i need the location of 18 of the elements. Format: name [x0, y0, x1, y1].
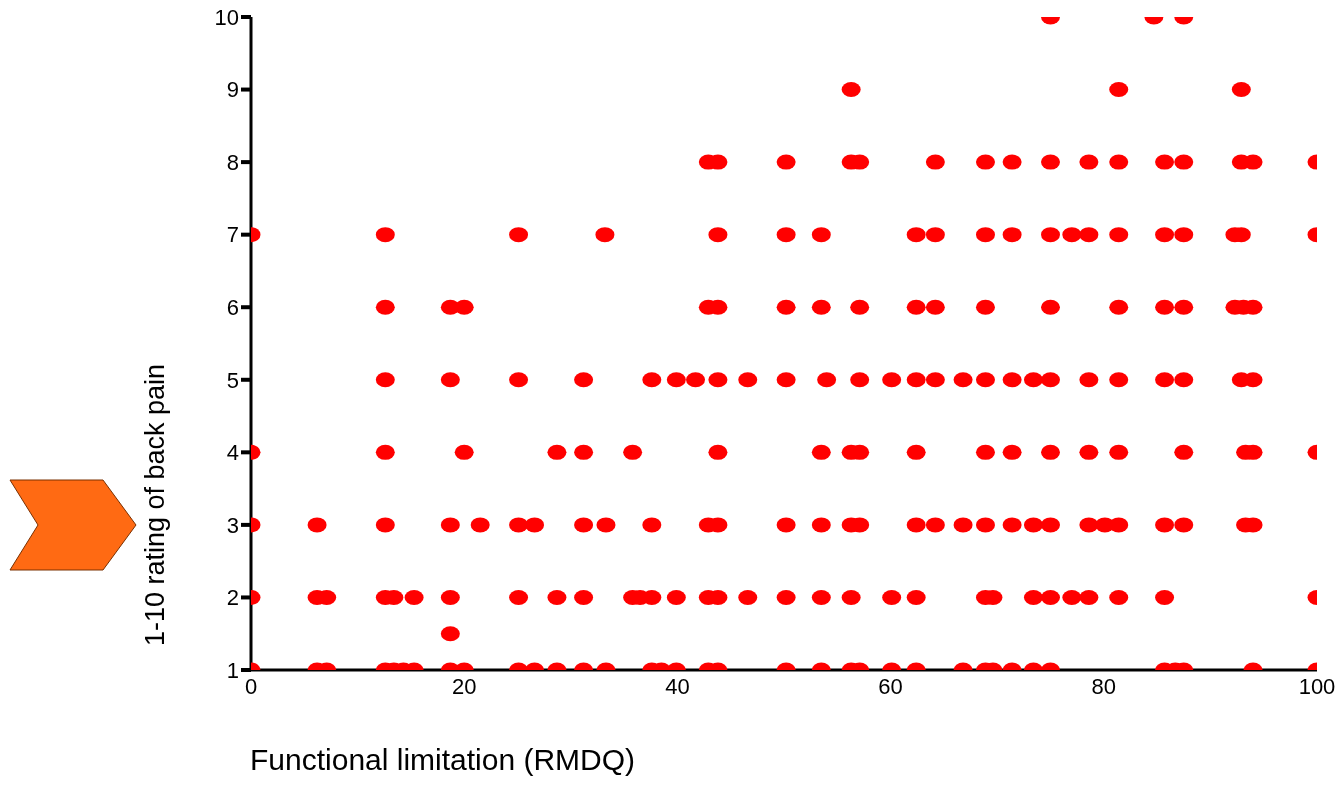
y-tick-label: 5 — [226, 367, 239, 393]
x-tick-label: 20 — [451, 673, 477, 699]
y-tick-label: 9 — [226, 77, 239, 103]
y-tick-label: 8 — [226, 149, 239, 175]
x-tick-label: 0 — [244, 673, 258, 699]
x-tick-label: 60 — [878, 673, 903, 699]
y-tick-label: 6 — [226, 295, 239, 321]
x-axis-title: Functional limitation (RMDQ) — [250, 743, 636, 776]
x-tick-label: 100 — [1298, 673, 1336, 699]
y-tick-label: 1 — [226, 657, 239, 683]
y-tick-label: 4 — [226, 440, 239, 466]
x-tick-label: 40 — [665, 673, 690, 699]
y-tick-label: 2 — [226, 585, 239, 611]
y-axis-title: 1-10 rating of back pain — [140, 363, 170, 647]
y-tick-label: 3 — [226, 512, 239, 538]
y-tick-label: 7 — [226, 222, 239, 248]
x-tick-label: 80 — [1091, 673, 1117, 699]
y-tick-label: 10 — [214, 4, 239, 30]
